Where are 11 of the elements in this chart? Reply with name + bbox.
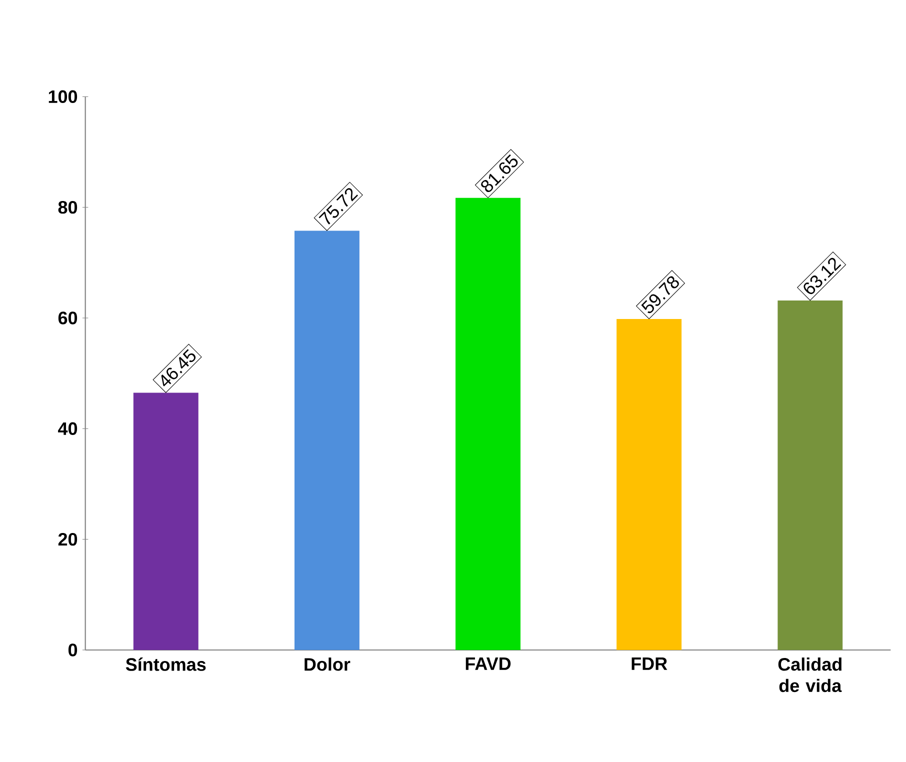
y-tick-label: 0: [68, 644, 78, 656]
x-tick-label: FDR: [632, 658, 668, 670]
x-tick-label: FAVD: [466, 658, 511, 670]
y-tick-label: 100: [48, 90, 78, 104]
x-tick-label: Dolor: [304, 658, 350, 671]
y-tick-label: 60: [58, 312, 78, 324]
x-tick-label: Calidad de vida: [778, 658, 842, 692]
y-tick-label: 40: [58, 422, 78, 436]
x-tick-label: Síntomas: [126, 658, 206, 671]
y-tick-label: 80: [58, 200, 78, 214]
y-tick-label: 20: [58, 532, 78, 546]
